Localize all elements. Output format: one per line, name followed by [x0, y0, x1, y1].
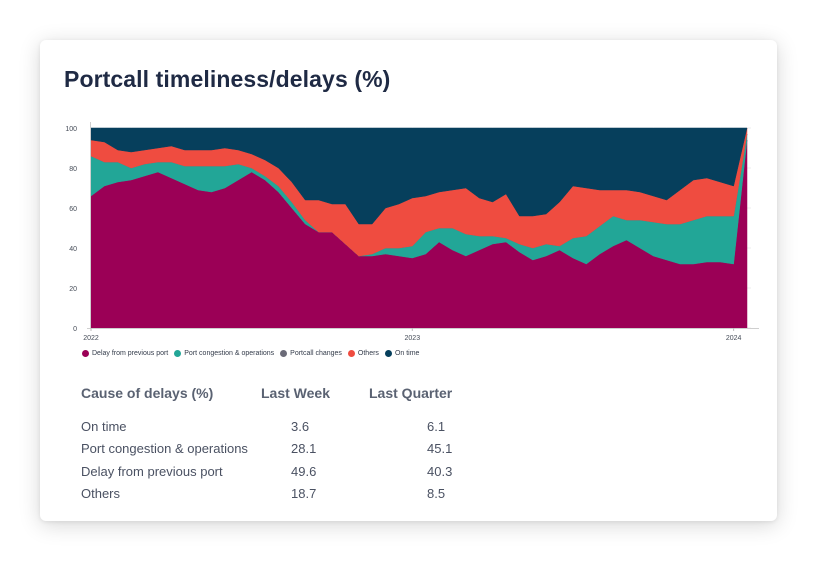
last-quarter-cell: 8.5 [427, 486, 446, 502]
cause-cell: Delay from previous port [81, 463, 223, 479]
x-tick-label: 2024 [726, 335, 742, 342]
legend-marker [347, 350, 355, 357]
last-week-cell: 3.6 [291, 418, 310, 434]
last-quarter-cell: 45.1 [427, 441, 453, 457]
last-week-cell: 28.1 [291, 441, 317, 457]
table-header-row: Cause of delays (%) Last Week Last Quart… [81, 383, 481, 415]
chart-card: Portcall timeliness/delays (%) 0 20 40 60 80… [40, 40, 777, 521]
area-series [90, 127, 748, 329]
legend-label: Portcall changes [290, 350, 342, 357]
last-quarter-cell: 6.1 [427, 418, 446, 434]
y-tick-label: 40 [69, 246, 77, 253]
last-week-cell: 18.7 [291, 486, 317, 502]
table-row: On time 3.6 6.1 [81, 415, 481, 438]
y-tick-label: 80 [69, 166, 77, 173]
column-header: Cause of delays (%) [81, 385, 214, 401]
y-tick-label: 60 [69, 206, 77, 213]
last-week-cell: 49.6 [291, 463, 317, 479]
legend: Delay from previous port Port congestion… [82, 350, 425, 357]
page-title: Portcall timeliness/delays (%) [64, 66, 391, 92]
legend-label: Port congestion & operations [184, 350, 275, 357]
column-header: Last Week [261, 385, 330, 401]
legend-item[interactable]: Portcall changes [280, 350, 342, 357]
y-tick-label: 20 [69, 286, 77, 293]
x-tick-label: 2023 [405, 335, 421, 342]
legend-marker [174, 350, 182, 357]
cause-cell: Port congestion & operations [81, 441, 248, 457]
legend-item[interactable]: Delay from previous port [82, 350, 168, 357]
legend-marker [384, 350, 392, 357]
legend-marker [280, 350, 288, 357]
area-chart: 0 20 40 60 80 100 2022 2023 2024 [65, 122, 759, 342]
table-row: Delay from previous port 49.6 40.3 [81, 460, 481, 483]
y-tick-label: 100 [65, 126, 77, 133]
table-row: Others 18.7 8.5 [81, 483, 481, 506]
table-row: Port congestion & operations 28.1 45.1 [81, 438, 481, 461]
cause-cell: Others [81, 486, 121, 502]
legend-label: Others [357, 350, 379, 357]
series-area [90, 127, 748, 225]
legend-marker [82, 350, 89, 357]
legend-label: Delay from previous port [92, 350, 169, 357]
last-quarter-cell: 40.3 [427, 463, 453, 479]
legend-item[interactable]: Others [347, 350, 379, 357]
cause-cell: On time [81, 418, 127, 434]
legend-item[interactable]: Port congestion & operations [174, 350, 274, 357]
y-tick-label: 0 [73, 326, 77, 333]
column-header: Last Quarter [369, 385, 453, 401]
legend-item[interactable]: On time [384, 350, 420, 357]
axes: 0 20 40 60 80 100 2022 2023 2024 [65, 122, 759, 342]
x-tick-label: 2022 [83, 335, 99, 342]
delays-table: Cause of delays (%) Last Week Last Quart… [81, 383, 481, 505]
legend-label: On time [394, 350, 420, 357]
